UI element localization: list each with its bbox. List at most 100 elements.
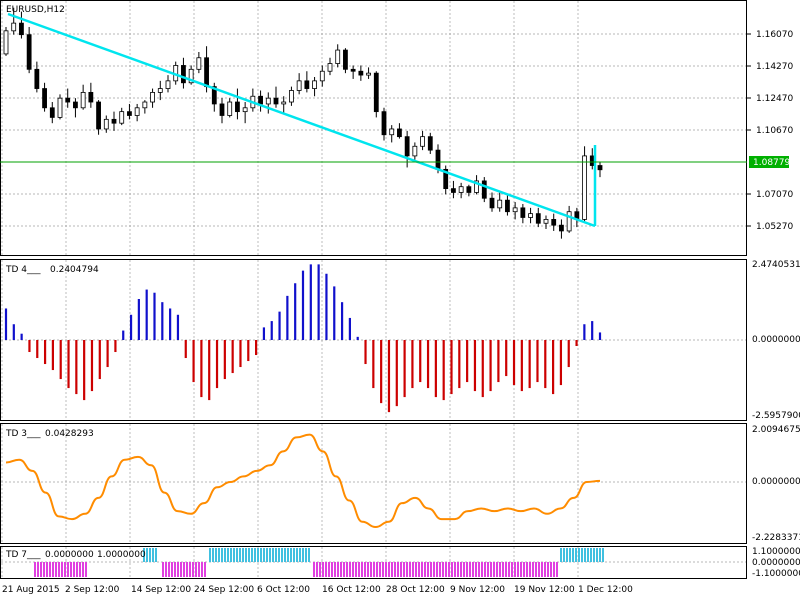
candle-body [366, 72, 371, 76]
td4-axis: 2.4740531 0.0000000 -2.5957900 [752, 260, 800, 421]
td7-scale-top: 1.1000000 [752, 547, 800, 557]
candle-body [358, 70, 364, 76]
candle-body [235, 101, 240, 113]
price-tick: 1.14270 [756, 62, 793, 72]
candle-body [42, 88, 47, 109]
price-pane[interactable] [0, 0, 747, 256]
candle-body [34, 68, 40, 89]
candle-body [420, 136, 425, 147]
price-axis: 1.16070 1.14270 1.12470 1.10670 1.07070 … [747, 30, 793, 232]
candle-body [427, 136, 433, 151]
candle-body [397, 128, 402, 138]
current-price-badge [749, 156, 789, 168]
candle-body [265, 97, 271, 105]
date-tick: 1 Dec 12:00 [578, 585, 633, 595]
candle-body [559, 224, 564, 232]
td4-histogram [4, 264, 602, 413]
candle-body [73, 101, 78, 109]
td7-scale-bottom: -1.1000000 [752, 569, 800, 579]
candle-body [273, 97, 279, 105]
price-tick: 1.16070 [756, 30, 793, 40]
candle-body [489, 197, 495, 209]
current-price-text: 1.08779 [753, 158, 790, 168]
td4-label: TD 4___ [5, 265, 41, 275]
candle-body [181, 65, 186, 84]
candle-body [543, 219, 549, 224]
chart-title: EURUSD,H12 [6, 5, 65, 15]
td3-line [5, 433, 601, 529]
date-tick: 28 Oct 12:00 [386, 585, 445, 595]
candle-body [96, 101, 101, 130]
candle-body [142, 101, 148, 109]
candle-body [566, 211, 572, 232]
td3-scale-bottom: -2.2283371 [752, 533, 800, 543]
candle-body [373, 72, 379, 113]
candle-body [327, 63, 333, 72]
td4-scale-bottom: -2.5957900 [752, 411, 800, 421]
candle-body [11, 22, 17, 32]
candle-body [335, 49, 341, 64]
candle-body [350, 68, 356, 72]
candle-body [381, 111, 387, 136]
candle-body [65, 97, 71, 103]
candle-body [481, 180, 487, 199]
td3-path [5, 433, 601, 529]
candle-body [512, 207, 518, 213]
candle-body [111, 118, 117, 124]
candle-body [412, 145, 418, 157]
candle-body [589, 155, 595, 166]
td4-scale-zero: 0.0000000 [752, 335, 800, 345]
time-axis: 21 Aug 2015 2 Sep 12:00 14 Sep 12:00 24 … [2, 585, 633, 595]
candle-body [435, 149, 441, 170]
candle-body [597, 165, 603, 171]
candle-body [157, 88, 163, 93]
date-tick: 19 Nov 12:00 [514, 585, 575, 595]
date-tick: 16 Oct 12:00 [322, 585, 381, 595]
candle-body [242, 107, 248, 113]
candle-body [505, 199, 510, 213]
date-tick: 2 Sep 12:00 [65, 585, 120, 595]
candle-body [127, 111, 132, 116]
candle-body [211, 86, 217, 105]
price-tick: 1.05270 [756, 222, 793, 232]
candle-body [188, 68, 194, 84]
candle-body [319, 70, 325, 82]
candle-body [520, 207, 526, 218]
td3-value: 0.0428293 [45, 429, 94, 439]
candle-body [219, 103, 225, 116]
candle-body [80, 92, 86, 109]
candle-body [3, 30, 9, 55]
td7-value2: 1.0000000 [97, 550, 146, 560]
candle-body [204, 57, 209, 88]
td7-histogram [34, 548, 604, 577]
candle-body [312, 80, 317, 89]
td3-scale-top: 2.0094675 [752, 425, 800, 435]
candle-body [103, 118, 109, 130]
td3-label: TD 3___ [5, 429, 41, 439]
date-tick: 21 Aug 2015 [2, 585, 60, 595]
price-tick: 1.12470 [756, 94, 793, 104]
candle-body [343, 49, 348, 70]
candle-body [19, 22, 24, 36]
td4-value: 0.2404794 [50, 265, 99, 275]
candle-body [227, 101, 233, 116]
candle-body [150, 92, 155, 103]
td3-pane[interactable] [0, 423, 747, 544]
td7-scale-zero: 0.0000000 [752, 558, 800, 568]
candle-body [451, 188, 456, 193]
candle-body [389, 128, 395, 136]
candle-body [582, 155, 587, 220]
candle-body [458, 186, 464, 193]
td3-scale-zero: 0.0000000 [752, 477, 800, 487]
candle-body [474, 180, 479, 193]
candle-body [57, 97, 63, 118]
date-tick: 14 Sep 12:00 [131, 585, 191, 595]
price-tick: 1.07070 [756, 190, 793, 200]
candle-body [289, 90, 294, 103]
trendline[interactable] [7, 12, 596, 228]
candle-body [281, 101, 287, 105]
date-tick: 6 Oct 12:00 [257, 585, 310, 595]
candle-body [304, 80, 310, 89]
